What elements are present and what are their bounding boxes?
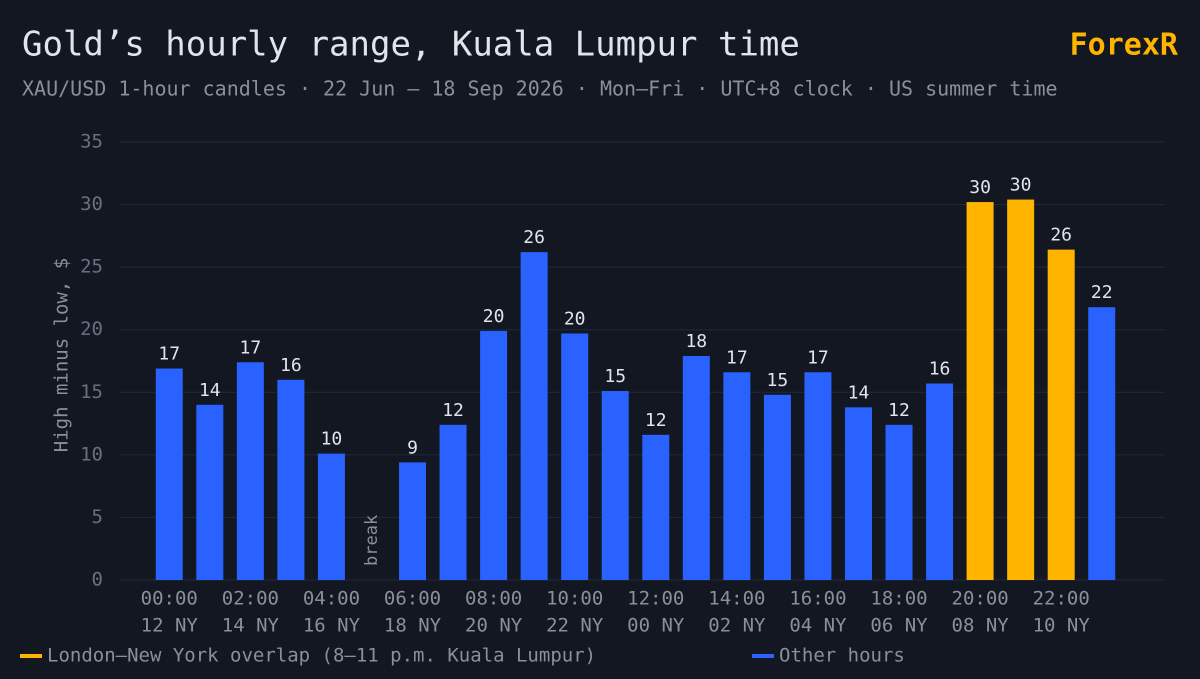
data-label: 22 bbox=[1091, 282, 1113, 303]
x-tick-label-ny: 16 NY bbox=[303, 615, 361, 637]
x-tick-label-ny: 14 NY bbox=[222, 615, 280, 637]
bar bbox=[561, 333, 589, 580]
bar bbox=[885, 424, 913, 580]
data-label: 14 bbox=[199, 380, 221, 401]
data-label: 15 bbox=[767, 370, 789, 391]
bar bbox=[196, 404, 224, 580]
data-label: 17 bbox=[726, 347, 748, 368]
x-tick-label-ny: 00 NY bbox=[627, 615, 685, 637]
data-label: 17 bbox=[240, 337, 262, 358]
data-label: 14 bbox=[848, 382, 870, 403]
x-tick-label-ny: 10 NY bbox=[1033, 615, 1091, 637]
bar bbox=[236, 362, 264, 580]
bar bbox=[1088, 307, 1116, 580]
bar bbox=[480, 330, 508, 580]
bar bbox=[1007, 199, 1035, 580]
bar bbox=[520, 252, 548, 580]
bar bbox=[682, 355, 710, 580]
x-tick-label: 18:00 bbox=[870, 588, 927, 610]
bar bbox=[966, 202, 994, 580]
x-tick-label-ny: 08 NY bbox=[952, 615, 1010, 637]
y-tick-label: 15 bbox=[80, 381, 103, 403]
bar bbox=[804, 372, 832, 580]
y-tick-label: 0 bbox=[92, 569, 103, 591]
x-tick-label-ny: 02 NY bbox=[708, 615, 766, 637]
legend-label: Other hours bbox=[779, 645, 905, 667]
x-tick-label: 20:00 bbox=[952, 588, 1009, 610]
chart-title: Gold’s hourly range, Kuala Lumpur time bbox=[22, 25, 800, 65]
x-tick-label: 22:00 bbox=[1033, 588, 1090, 610]
bar bbox=[317, 453, 345, 580]
x-tick-label-ny: 20 NY bbox=[465, 615, 523, 637]
x-tick-label: 06:00 bbox=[384, 588, 441, 610]
y-tick-label: 30 bbox=[80, 193, 103, 215]
data-label: 26 bbox=[1050, 225, 1072, 246]
data-label: 20 bbox=[483, 306, 505, 327]
data-label: 30 bbox=[969, 177, 991, 198]
x-tick-label-ny: 04 NY bbox=[789, 615, 847, 637]
data-label: 16 bbox=[280, 355, 302, 376]
bar bbox=[642, 434, 670, 580]
brand: ForexR bbox=[1070, 28, 1179, 63]
annotation: break bbox=[362, 515, 382, 566]
data-label: 12 bbox=[645, 410, 667, 431]
y-tick-label: 5 bbox=[92, 506, 103, 528]
bar bbox=[277, 379, 305, 580]
bar bbox=[439, 424, 467, 580]
data-label: 18 bbox=[685, 331, 707, 352]
data-label: 9 bbox=[407, 437, 418, 458]
data-label: 10 bbox=[321, 429, 343, 450]
data-label: 20 bbox=[564, 308, 586, 329]
data-label: 30 bbox=[1010, 175, 1032, 196]
y-tick-label: 20 bbox=[80, 318, 103, 340]
bar bbox=[844, 407, 872, 580]
x-tick-label-ny: 06 NY bbox=[870, 615, 928, 637]
data-label: 16 bbox=[929, 359, 951, 380]
bar bbox=[926, 383, 954, 580]
x-tick-label: 04:00 bbox=[303, 588, 360, 610]
y-axis-label: High minus low, $ bbox=[51, 258, 73, 452]
x-tick-label: 02:00 bbox=[222, 588, 279, 610]
y-tick-label: 35 bbox=[80, 131, 103, 153]
y-tick-label: 25 bbox=[80, 256, 103, 278]
bar bbox=[763, 394, 791, 580]
x-tick-label: 08:00 bbox=[465, 588, 522, 610]
x-tick-label: 14:00 bbox=[708, 588, 765, 610]
bar bbox=[399, 462, 427, 580]
x-tick-label: 16:00 bbox=[789, 588, 846, 610]
legend-label: London–New York overlap (8–11 p.m. Kuala… bbox=[47, 645, 596, 667]
x-tick-label-ny: 18 NY bbox=[384, 615, 442, 637]
data-label: 15 bbox=[604, 366, 626, 387]
x-tick-label: 12:00 bbox=[627, 588, 684, 610]
y-tick-label: 10 bbox=[80, 443, 103, 465]
bar bbox=[601, 391, 629, 580]
x-tick-label-ny: 12 NY bbox=[141, 615, 199, 637]
x-tick-label-ny: 22 NY bbox=[546, 615, 604, 637]
x-tick-label: 10:00 bbox=[546, 588, 603, 610]
data-label: 12 bbox=[442, 400, 464, 421]
data-label: 17 bbox=[807, 347, 829, 368]
data-label: 26 bbox=[523, 227, 545, 248]
data-label: 17 bbox=[158, 344, 180, 365]
bar bbox=[723, 372, 751, 580]
bar bbox=[1047, 249, 1075, 580]
bar bbox=[155, 368, 183, 580]
x-tick-label: 00:00 bbox=[141, 588, 198, 610]
data-label: 12 bbox=[888, 400, 910, 421]
chart-subtitle: XAU/USD 1-hour candles · 22 Jun – 18 Sep… bbox=[22, 77, 1058, 101]
